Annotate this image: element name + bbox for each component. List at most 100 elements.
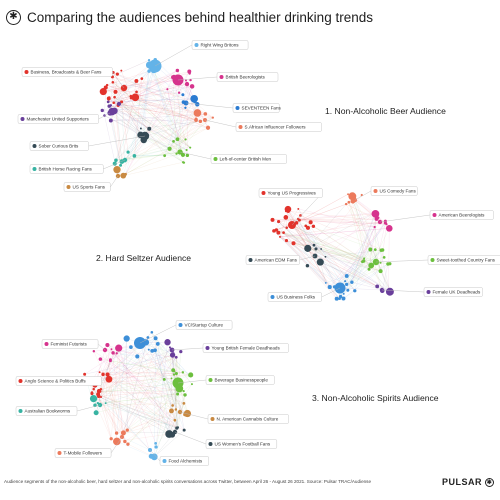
- network-node: [379, 261, 382, 264]
- network-node: [344, 202, 348, 206]
- network-edge: [91, 392, 170, 435]
- network-edge: [276, 218, 299, 231]
- network-node: [115, 344, 123, 352]
- network-edge: [334, 222, 386, 287]
- edge-layer: [84, 59, 392, 458]
- network-edge: [116, 351, 181, 434]
- segment-label: Beverage Businesspeople: [205, 375, 275, 385]
- segment-label-text: Beverage Businesspeople: [215, 378, 269, 383]
- network-edge: [118, 348, 123, 438]
- network-edge: [148, 70, 197, 121]
- network-node: [380, 248, 385, 252]
- network-node: [99, 88, 107, 96]
- network-edge: [123, 388, 180, 433]
- segment-color-dot: [432, 213, 437, 217]
- label-box: [15, 376, 102, 386]
- section-title-spirits: 3. Non-Alcoholic Spirits Audience: [312, 393, 439, 403]
- segment-color-dot: [57, 451, 62, 455]
- network-edge: [130, 96, 201, 122]
- network-edge: [100, 374, 175, 390]
- network-edge: [307, 227, 341, 297]
- label-box: [258, 188, 323, 198]
- network-node: [327, 285, 332, 290]
- network-edge: [140, 71, 150, 136]
- segment-color-dot: [205, 346, 210, 350]
- network-edge: [298, 208, 375, 228]
- label-box: [267, 292, 322, 302]
- network-edge: [117, 60, 150, 75]
- segment-label-text: Sweet-toothed Country Fans: [437, 258, 496, 263]
- network-node: [135, 90, 138, 94]
- network-edge: [307, 248, 370, 270]
- network-edge: [107, 377, 177, 429]
- network-node: [99, 395, 103, 399]
- segment-color-dot: [20, 117, 25, 121]
- segment-label-text: Manchester United Supporters: [27, 117, 90, 122]
- network-node: [134, 79, 139, 83]
- network-edge: [104, 349, 177, 358]
- label-box: [17, 114, 99, 124]
- network-edge: [97, 394, 186, 404]
- segment-label: American EDM Fans: [245, 255, 300, 265]
- network-node: [184, 138, 187, 141]
- network-node: [99, 387, 103, 391]
- segment-label: British Horse Racing Fans: [29, 164, 104, 174]
- network-node: [174, 355, 178, 359]
- network-edge: [112, 82, 183, 95]
- network-edge: [136, 91, 174, 142]
- network-edge: [103, 374, 184, 404]
- network-edge: [154, 338, 156, 457]
- network-edge: [283, 232, 378, 287]
- network-node: [346, 288, 350, 292]
- network-edge: [102, 105, 119, 111]
- leader-line: [379, 214, 431, 223]
- network-edge: [84, 353, 117, 375]
- network-node: [184, 106, 187, 109]
- segment-color-dot: [213, 157, 218, 161]
- network-edge: [130, 96, 186, 140]
- network-node: [113, 437, 121, 446]
- network-edge: [329, 249, 371, 288]
- network-edge: [272, 218, 377, 221]
- network-node: [324, 255, 327, 258]
- leader-line: [204, 119, 237, 128]
- network-node: [114, 431, 119, 435]
- network-edge: [167, 86, 193, 90]
- network-edge: [100, 338, 156, 398]
- network-edge: [164, 102, 184, 156]
- label-box: [159, 456, 209, 466]
- network-node: [174, 371, 178, 376]
- network-edge: [351, 226, 375, 283]
- network-edge: [98, 389, 180, 397]
- segment-color-dot: [219, 75, 224, 79]
- label-box: [205, 439, 278, 449]
- segment-color-dot: [24, 70, 29, 74]
- segment-label-text: T-Mobile Followers: [64, 451, 103, 456]
- network-edge: [123, 162, 184, 176]
- network-node: [380, 288, 385, 294]
- page-title: Comparing the audiences behind healthier…: [27, 9, 373, 25]
- network-node: [182, 428, 186, 432]
- network-edge: [293, 212, 375, 244]
- network-edge: [136, 91, 191, 148]
- network-edge: [91, 393, 151, 451]
- network-edge: [99, 371, 177, 374]
- network-edge: [108, 70, 178, 103]
- network-node: [190, 383, 193, 386]
- network-edge: [169, 147, 191, 149]
- label-box: [191, 40, 249, 50]
- network-edge: [154, 430, 185, 458]
- network-edge: [95, 403, 184, 406]
- network-edge: [126, 338, 128, 431]
- network-node: [129, 97, 133, 100]
- network-edge: [108, 372, 183, 380]
- network-edge: [313, 226, 372, 266]
- network-node: [354, 199, 357, 202]
- network-edge: [98, 396, 176, 433]
- network-node: [174, 408, 178, 411]
- network-edge: [334, 258, 365, 287]
- network-node: [182, 390, 185, 393]
- network-edge: [99, 380, 117, 434]
- network-node: [96, 401, 99, 405]
- leader-line: [179, 411, 209, 420]
